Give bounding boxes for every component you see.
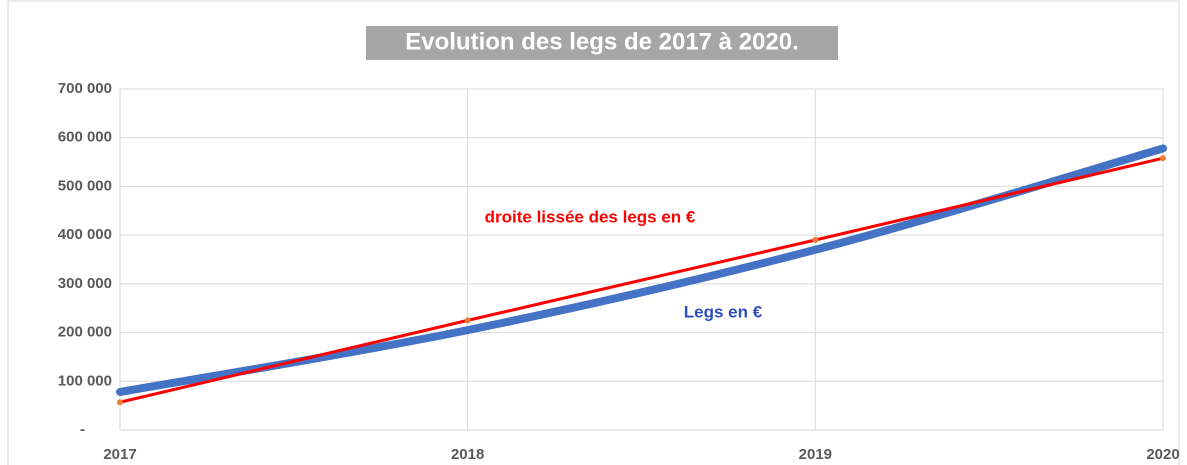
y-tick-label: 400 000: [58, 226, 112, 243]
y-tick-label: 100 000: [58, 372, 112, 389]
title-box: [366, 26, 838, 60]
series-annotation: Legs en €: [684, 302, 763, 321]
y-tick-label: 300 000: [58, 275, 112, 292]
chart-title: Evolution des legs de 2017 à 2020.: [405, 28, 799, 55]
y-tick-label: 700 000: [58, 80, 112, 97]
y-tick-label: 600 000: [58, 129, 112, 146]
y-tick-label: 500 000: [58, 177, 112, 194]
series-line: [118, 156, 1165, 404]
point: [464, 317, 471, 324]
chart-frame: [7, 0, 1180, 465]
x-tick-label: 2017: [103, 446, 136, 463]
x-tick-label: 2019: [799, 446, 832, 463]
point: [117, 399, 123, 406]
point: [812, 237, 819, 244]
series-annotation: droite lissée des legs en €: [485, 207, 696, 226]
y-tick-label: -: [80, 421, 85, 438]
x-tick-label: 2020: [1146, 446, 1179, 463]
y-tick-label: 200 000: [58, 324, 112, 341]
point: [1160, 155, 1166, 162]
x-tick-label: 2018: [451, 446, 484, 463]
